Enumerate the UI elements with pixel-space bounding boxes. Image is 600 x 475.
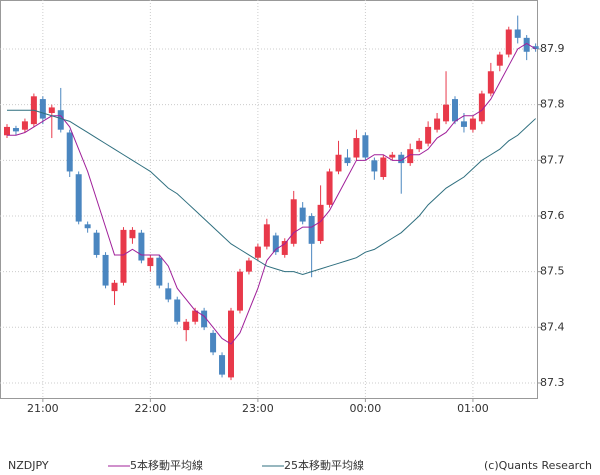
candle-body bbox=[371, 160, 378, 172]
candle-body bbox=[380, 157, 387, 178]
candle-body bbox=[39, 99, 46, 119]
candle-body bbox=[183, 321, 190, 331]
candle-body bbox=[308, 215, 315, 244]
candle-body bbox=[102, 254, 109, 286]
plot-frame bbox=[0, 0, 538, 399]
candle-body bbox=[434, 118, 441, 130]
candle-body bbox=[496, 54, 503, 66]
candle-body bbox=[165, 288, 172, 300]
candle-body bbox=[362, 135, 369, 158]
candle-body bbox=[523, 37, 530, 52]
candle-body bbox=[425, 126, 432, 144]
candle-body bbox=[460, 121, 467, 127]
candle-body bbox=[281, 241, 288, 255]
candle-body bbox=[263, 224, 270, 247]
candle-body bbox=[120, 229, 127, 283]
candle-body bbox=[478, 93, 485, 122]
candle-body bbox=[326, 171, 333, 205]
candle-body bbox=[111, 282, 118, 292]
candle-body bbox=[147, 257, 154, 267]
candle-body bbox=[84, 224, 91, 229]
candle-body bbox=[452, 99, 458, 122]
candle-body bbox=[407, 149, 414, 164]
y-tick-label: 87.8 bbox=[540, 98, 565, 111]
x-tick-label: 22:00 bbox=[135, 402, 167, 415]
candle-body bbox=[201, 310, 208, 328]
ma-line bbox=[7, 109, 536, 275]
candle-body bbox=[138, 232, 145, 261]
candle-body bbox=[93, 232, 100, 255]
x-tick-label: 23:00 bbox=[242, 402, 274, 415]
x-tick-label: 00:00 bbox=[350, 402, 382, 415]
y-tick-label: 87.3 bbox=[540, 376, 565, 389]
candle-body bbox=[416, 140, 423, 150]
legend-label: 5本移動平均線 bbox=[130, 458, 203, 472]
candle-body bbox=[272, 235, 279, 253]
y-tick-label: 87.5 bbox=[540, 265, 565, 278]
candle-body bbox=[505, 29, 512, 55]
legend-label: 25本移動平均線 bbox=[284, 458, 364, 472]
candle-body bbox=[299, 207, 306, 222]
candle-body bbox=[245, 260, 252, 272]
y-tick-label: 87.7 bbox=[540, 153, 565, 166]
candle-body bbox=[389, 154, 396, 158]
y-tick-label: 87.9 bbox=[540, 42, 565, 55]
ma-line bbox=[7, 42, 536, 345]
x-tick-label: 21:00 bbox=[27, 402, 59, 415]
candle-body bbox=[75, 174, 82, 222]
candle-body bbox=[192, 310, 199, 322]
candle-body bbox=[57, 110, 64, 130]
candle-body bbox=[514, 29, 521, 38]
candle-body bbox=[317, 204, 324, 242]
copyright: (c)Quants Research bbox=[484, 459, 592, 472]
candle-body bbox=[344, 157, 351, 164]
candle-body bbox=[254, 246, 261, 258]
candle-body bbox=[487, 71, 494, 94]
candle-body bbox=[236, 271, 243, 311]
x-tick-label: 01:00 bbox=[457, 402, 489, 415]
candle-body bbox=[335, 154, 342, 172]
candle-body bbox=[12, 128, 19, 132]
candle-body bbox=[66, 132, 73, 172]
candle-body bbox=[210, 332, 217, 353]
candle-body bbox=[174, 299, 181, 322]
candle-body bbox=[219, 355, 226, 375]
candle-body bbox=[48, 107, 55, 113]
symbol: NZDJPY bbox=[8, 459, 49, 472]
candle-body bbox=[443, 104, 450, 122]
candle-body bbox=[353, 138, 360, 158]
candle-body bbox=[532, 46, 539, 49]
candle-body bbox=[156, 257, 163, 286]
candle-body bbox=[398, 154, 405, 164]
candle-body bbox=[129, 229, 136, 239]
candle-body bbox=[290, 199, 297, 244]
y-tick-label: 87.6 bbox=[540, 209, 565, 222]
y-tick-label: 87.4 bbox=[540, 320, 565, 333]
candle-body bbox=[469, 118, 476, 130]
candle-body bbox=[21, 121, 28, 130]
candle-body bbox=[4, 126, 10, 136]
